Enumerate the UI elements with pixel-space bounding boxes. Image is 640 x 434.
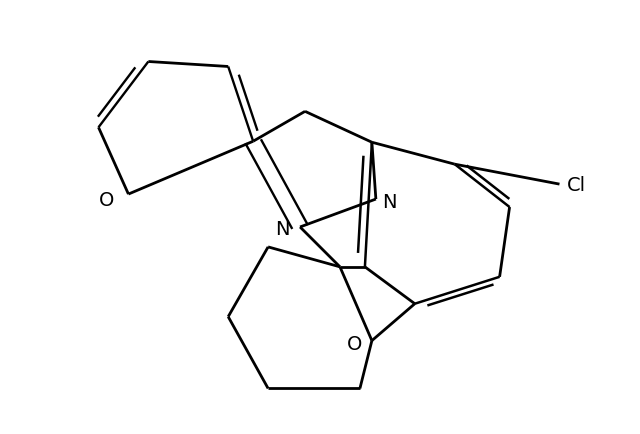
Text: O: O <box>348 334 363 353</box>
Text: Cl: Cl <box>567 175 586 194</box>
Text: O: O <box>99 190 114 209</box>
Text: N: N <box>382 192 396 211</box>
Text: N: N <box>276 220 290 239</box>
